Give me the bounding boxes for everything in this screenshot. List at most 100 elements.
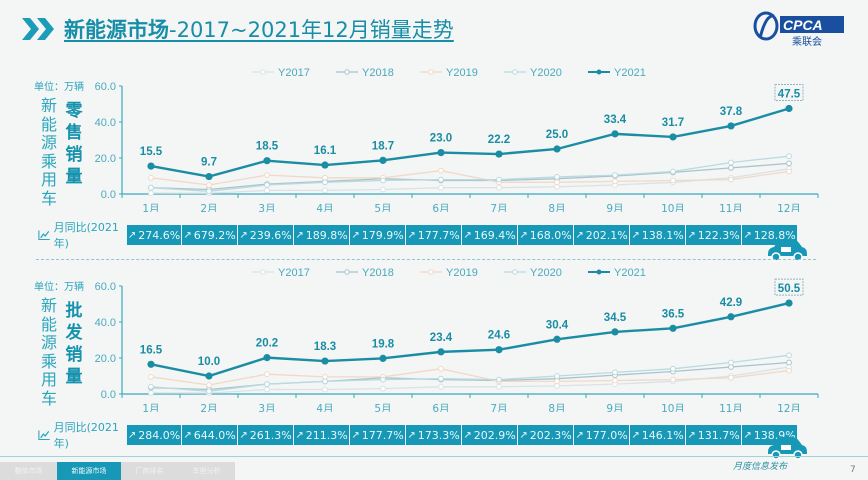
svg-text:Y2017: Y2017 xyxy=(278,67,310,79)
svg-text:Y2018: Y2018 xyxy=(362,67,394,79)
car-icon xyxy=(768,437,807,460)
svg-text:1月: 1月 xyxy=(142,203,159,212)
yoy-cell: ↗ 189.8% xyxy=(294,225,350,245)
yoy-cell: ↗ 169.4% xyxy=(462,225,518,245)
trend-up-icon: ↗ xyxy=(743,229,752,241)
trend-up-icon: ↗ xyxy=(239,429,248,441)
yoy-cell: ↗ 261.3% xyxy=(238,425,294,445)
svg-text:5月: 5月 xyxy=(374,203,391,212)
trend-up-icon: ↗ xyxy=(183,429,192,441)
retail-line-chart: 0.0 20.0 40.0 60.0 1月 2月 3月 4月 5月 6月 7月 8月 9月 10月 11月 1… xyxy=(95,67,819,212)
yoy-cell: ↗ 284.0% xyxy=(126,425,182,445)
yoy-cell: ↗ 179.9% xyxy=(350,225,406,245)
svg-text:37.8: 37.8 xyxy=(720,106,743,118)
series-line-Y2019 xyxy=(150,169,790,186)
section-tabs: 整体市场 新能源市场 厂商排名 车型分析 xyxy=(0,462,235,480)
trend-up-icon: ↗ xyxy=(127,229,137,241)
footer-tab[interactable]: 厂商排名 xyxy=(121,462,178,480)
svg-text:11月: 11月 xyxy=(719,203,743,212)
legend-item: Y2018 xyxy=(336,67,394,79)
svg-text:10月: 10月 xyxy=(661,403,685,412)
trend-up-icon: ↗ xyxy=(463,429,472,441)
svg-text:3月: 3月 xyxy=(258,203,275,212)
yoy-cell: ↗ 202.3% xyxy=(518,425,574,445)
trend-up-icon: ↗ xyxy=(295,429,304,441)
svg-text:Y2019: Y2019 xyxy=(446,267,478,279)
svg-text:9月: 9月 xyxy=(606,203,623,212)
trend-up-icon: ↗ xyxy=(295,229,304,241)
svg-text:0.0: 0.0 xyxy=(101,389,116,401)
svg-text:25.0: 25.0 xyxy=(546,129,568,141)
yoy-cell: ↗ 644.0% xyxy=(182,425,238,445)
legend-item: Y2021 xyxy=(588,67,646,79)
yoy-cell: ↗ 202.9% xyxy=(462,425,518,445)
yoy-cell: ↗ 177.0% xyxy=(574,425,630,445)
series-line-Y2019 xyxy=(150,368,790,386)
svg-text:Y2017: Y2017 xyxy=(278,267,310,279)
monthly-release-label: 月度信息发布 xyxy=(733,462,788,472)
series-line-Y2021 xyxy=(150,107,790,178)
vehicle-type-label: 新能源乘用车 xyxy=(40,296,57,408)
svg-text:4月: 4月 xyxy=(316,203,333,212)
yoy-cell: ↗ 274.6% xyxy=(126,225,182,245)
yoy-row: 月同比(2021年) ↗ 284.0% ↗ 644.0% ↗ 261.3% ↗ 211.3% ↗… xyxy=(38,419,798,451)
svg-text:34.5: 34.5 xyxy=(604,312,627,324)
double-chevron-icon xyxy=(22,18,54,40)
svg-text:22.2: 22.2 xyxy=(488,134,510,146)
legend-item: Y2018 xyxy=(336,267,394,279)
trend-up-icon: ↗ xyxy=(183,229,192,241)
trend-up-icon: ↗ xyxy=(463,229,472,241)
trend-up-icon: ↗ xyxy=(407,229,416,241)
footer-tab[interactable]: 新能源市场 xyxy=(57,462,121,480)
yoy-row: 月同比(2021年) ↗ 274.6% ↗ 679.2% ↗ 239.6% ↗ 189.8% ↗… xyxy=(38,219,798,251)
metric-label: 批发销量 xyxy=(65,301,83,387)
trend-chart-icon xyxy=(38,230,50,241)
svg-text:CPCA: CPCA xyxy=(783,17,823,33)
footer-tab[interactable]: 车型分析 xyxy=(178,462,235,480)
footer-tab[interactable]: 整体市场 xyxy=(0,462,57,480)
svg-text:10.0: 10.0 xyxy=(198,356,220,368)
series-line-Y2017 xyxy=(150,366,790,394)
section-divider xyxy=(36,259,816,260)
legend-item: Y2020 xyxy=(504,267,562,279)
metric-label: 零售销量 xyxy=(65,101,83,187)
yoy-cell: ↗ 122.3% xyxy=(686,225,742,245)
svg-text:5月: 5月 xyxy=(374,403,391,412)
svg-text:6月: 6月 xyxy=(432,403,449,412)
trend-up-icon: ↗ xyxy=(239,229,248,241)
svg-text:11月: 11月 xyxy=(719,403,743,412)
svg-text:7月: 7月 xyxy=(490,403,507,412)
svg-text:9月: 9月 xyxy=(606,403,623,412)
svg-text:9.7: 9.7 xyxy=(201,157,217,169)
svg-text:0.0: 0.0 xyxy=(101,189,116,201)
svg-text:18.5: 18.5 xyxy=(256,141,279,153)
trend-chart-icon xyxy=(38,430,50,441)
svg-text:47.5: 47.5 xyxy=(778,89,801,101)
page-title: 新能源市场-2017~2021年12月销量走势 xyxy=(64,18,454,42)
legend-item: Y2017 xyxy=(252,67,310,79)
cpca-logo: CPCA 乘联会 xyxy=(752,8,852,48)
series-line-Y2020 xyxy=(150,354,790,392)
unit-label: 单位：万辆 xyxy=(34,82,84,93)
svg-text:8月: 8月 xyxy=(548,403,565,412)
trend-up-icon: ↗ xyxy=(575,229,584,241)
trend-up-icon: ↗ xyxy=(743,429,752,441)
yoy-cell: ↗ 146.1% xyxy=(630,425,686,445)
yoy-cell: ↗ 202.1% xyxy=(574,225,630,245)
svg-text:24.6: 24.6 xyxy=(488,330,510,342)
svg-text:7月: 7月 xyxy=(490,203,507,212)
svg-text:8月: 8月 xyxy=(548,203,565,212)
svg-text:33.4: 33.4 xyxy=(604,114,627,126)
trend-up-icon: ↗ xyxy=(687,429,696,441)
svg-text:40.0: 40.0 xyxy=(95,117,116,129)
series-line-Y2020 xyxy=(150,155,790,192)
svg-text:50.5: 50.5 xyxy=(778,283,801,295)
svg-text:60.0: 60.0 xyxy=(95,81,116,93)
svg-text:Y2021: Y2021 xyxy=(614,267,646,279)
trend-up-icon: ↗ xyxy=(631,429,640,441)
svg-text:60.0: 60.0 xyxy=(95,281,116,293)
yoy-cell: ↗ 679.2% xyxy=(182,225,238,245)
series-line-Y2017 xyxy=(150,168,790,194)
legend-item: Y2019 xyxy=(420,267,478,279)
footer-line xyxy=(0,456,868,457)
